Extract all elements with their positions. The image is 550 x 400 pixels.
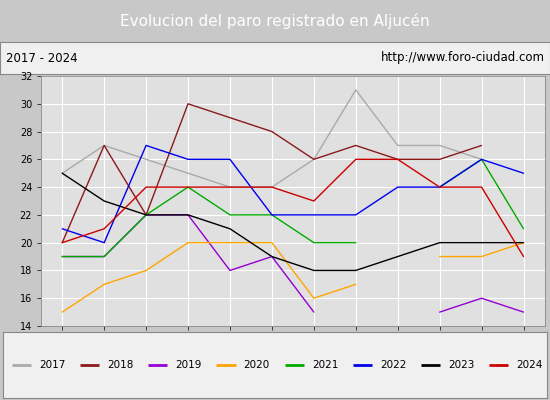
Text: 2017 - 2024: 2017 - 2024 [6,52,77,64]
Text: 2022: 2022 [380,360,406,370]
Text: http://www.foro-ciudad.com: http://www.foro-ciudad.com [381,52,544,64]
Text: 2021: 2021 [312,360,338,370]
Text: 2017: 2017 [40,360,66,370]
Text: 2024: 2024 [516,360,542,370]
Text: 2020: 2020 [244,360,270,370]
Text: 2023: 2023 [448,360,474,370]
Text: Evolucion del paro registrado en Aljucén: Evolucion del paro registrado en Aljucén [120,13,430,29]
Text: 2019: 2019 [175,360,202,370]
Text: 2018: 2018 [108,360,134,370]
